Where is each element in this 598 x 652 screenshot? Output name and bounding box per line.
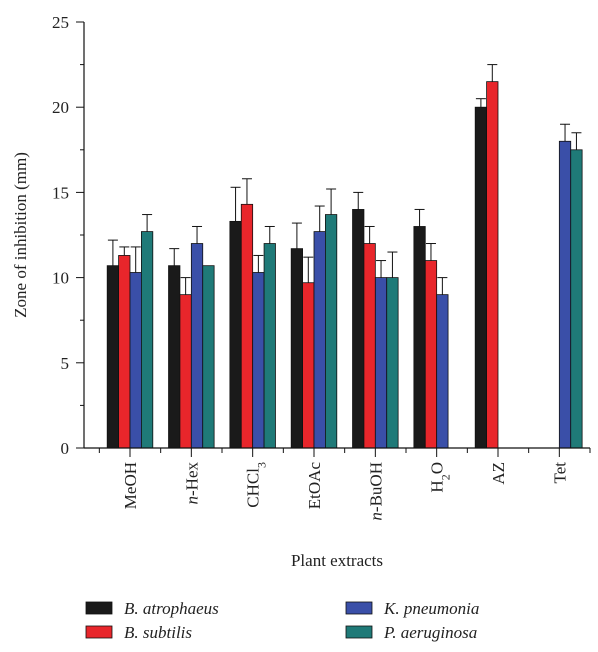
bar-b-atrophaeus-6 (474, 106, 488, 449)
bar-p-aeruginosa-1 (202, 265, 215, 449)
bar-k-pneumonia-0 (129, 272, 142, 449)
error-bar (364, 225, 375, 244)
bar-b-subtilis-0 (118, 255, 131, 449)
legend-label: B. subtilis (124, 623, 192, 642)
bar-b-atrophaeus-5 (413, 226, 426, 449)
x-tick-label: Tet (550, 462, 569, 484)
axes-layer (76, 21, 591, 457)
legend-item: B. atrophaeus (85, 599, 219, 618)
y-tick-label: 20 (52, 98, 69, 117)
legend-label: P. aeruginosa (383, 623, 477, 642)
bar-k-pneumonia-1 (190, 243, 204, 449)
bar-b-subtilis-4 (363, 243, 376, 449)
error-bar (253, 254, 264, 273)
error-bar (571, 132, 582, 150)
error-bars-layer (107, 64, 582, 295)
bar-b-atrophaeus-2 (229, 220, 242, 449)
error-bar (264, 225, 275, 244)
x-tick-label: n-BuOH (366, 462, 385, 521)
error-bar (169, 248, 180, 266)
y-tick-label: 15 (52, 183, 69, 202)
error-bar (326, 188, 337, 215)
legend: B. atrophaeus B. subtilis K. pneumonia P. a… (85, 599, 479, 642)
bar-b-subtilis-3 (302, 282, 315, 449)
error-bar (376, 260, 387, 278)
legend-label: K. pneumonia (383, 599, 479, 618)
legend-item: P. aeruginosa (345, 623, 477, 642)
bars-layer (106, 81, 583, 449)
bar-p-aeruginosa-3 (324, 214, 338, 449)
legend-item: K. pneumonia (345, 599, 479, 618)
error-bar (425, 243, 436, 261)
bar-b-atrophaeus-1 (168, 265, 181, 449)
bar-k-pneumonia-7 (558, 140, 572, 449)
bar-b-subtilis-1 (179, 294, 192, 449)
x-tick-label: n-Hex (182, 462, 201, 505)
x-tick-label: AZ (489, 462, 508, 485)
error-bar (119, 246, 130, 256)
legend-swatch (345, 625, 373, 639)
y-tick-label: 25 (52, 13, 69, 32)
y-tick-label: 10 (52, 269, 69, 288)
error-bar (353, 191, 364, 210)
bar-b-atrophaeus-4 (352, 209, 365, 449)
bar-b-atrophaeus-3 (290, 248, 304, 449)
x-tick-label: CHCl3 (244, 462, 269, 508)
error-bar (387, 251, 398, 278)
error-bar (230, 186, 241, 222)
error-bar (560, 123, 571, 142)
x-tick-label: EtOAc (305, 462, 324, 510)
x-tick-label: MeOH (121, 462, 140, 509)
bar-p-aeruginosa-0 (140, 231, 154, 449)
x-tick-labels: MeOH n-Hex CHCl3 EtOAc n-BuOH H2O AZ Tet (121, 462, 569, 521)
bar-p-aeruginosa-2 (263, 243, 276, 449)
bar-k-pneumonia-2 (252, 272, 265, 449)
error-bar (437, 277, 448, 295)
error-bar (180, 277, 191, 295)
bar-k-pneumonia-5 (436, 294, 449, 449)
error-bar (130, 246, 141, 273)
error-bar (107, 239, 118, 266)
bar-b-atrophaeus-0 (106, 265, 119, 449)
legend-item: B. subtilis (85, 623, 192, 642)
bar-p-aeruginosa-7 (570, 149, 583, 449)
error-bar (142, 214, 153, 232)
legend-swatch (85, 625, 113, 639)
bar-b-subtilis-6 (486, 81, 499, 449)
bar-p-aeruginosa-4 (386, 277, 399, 449)
error-bar (414, 208, 425, 227)
legend-swatch (345, 601, 373, 615)
error-bar (487, 64, 498, 82)
error-bar (475, 98, 486, 108)
x-axis-title: Plant extracts (291, 551, 383, 570)
bar-k-pneumonia-4 (374, 277, 388, 449)
y-tick-label: 5 (61, 354, 70, 373)
error-bar (291, 222, 302, 249)
bar-b-subtilis-2 (240, 203, 254, 449)
error-bar (192, 225, 203, 244)
y-tick-labels: 0 5 10 15 20 25 (52, 13, 69, 458)
error-bar (303, 256, 314, 283)
y-tick-label: 0 (61, 439, 70, 458)
error-bar (241, 178, 252, 205)
error-bar (314, 205, 325, 232)
legend-swatch (85, 601, 113, 615)
y-axis-title: Zone of inhibition (mm) (11, 152, 30, 318)
bar-b-subtilis-5 (424, 260, 438, 449)
legend-label: B. atrophaeus (124, 599, 219, 618)
x-tick-label: H2O (428, 462, 453, 493)
bar-k-pneumonia-3 (313, 231, 326, 449)
